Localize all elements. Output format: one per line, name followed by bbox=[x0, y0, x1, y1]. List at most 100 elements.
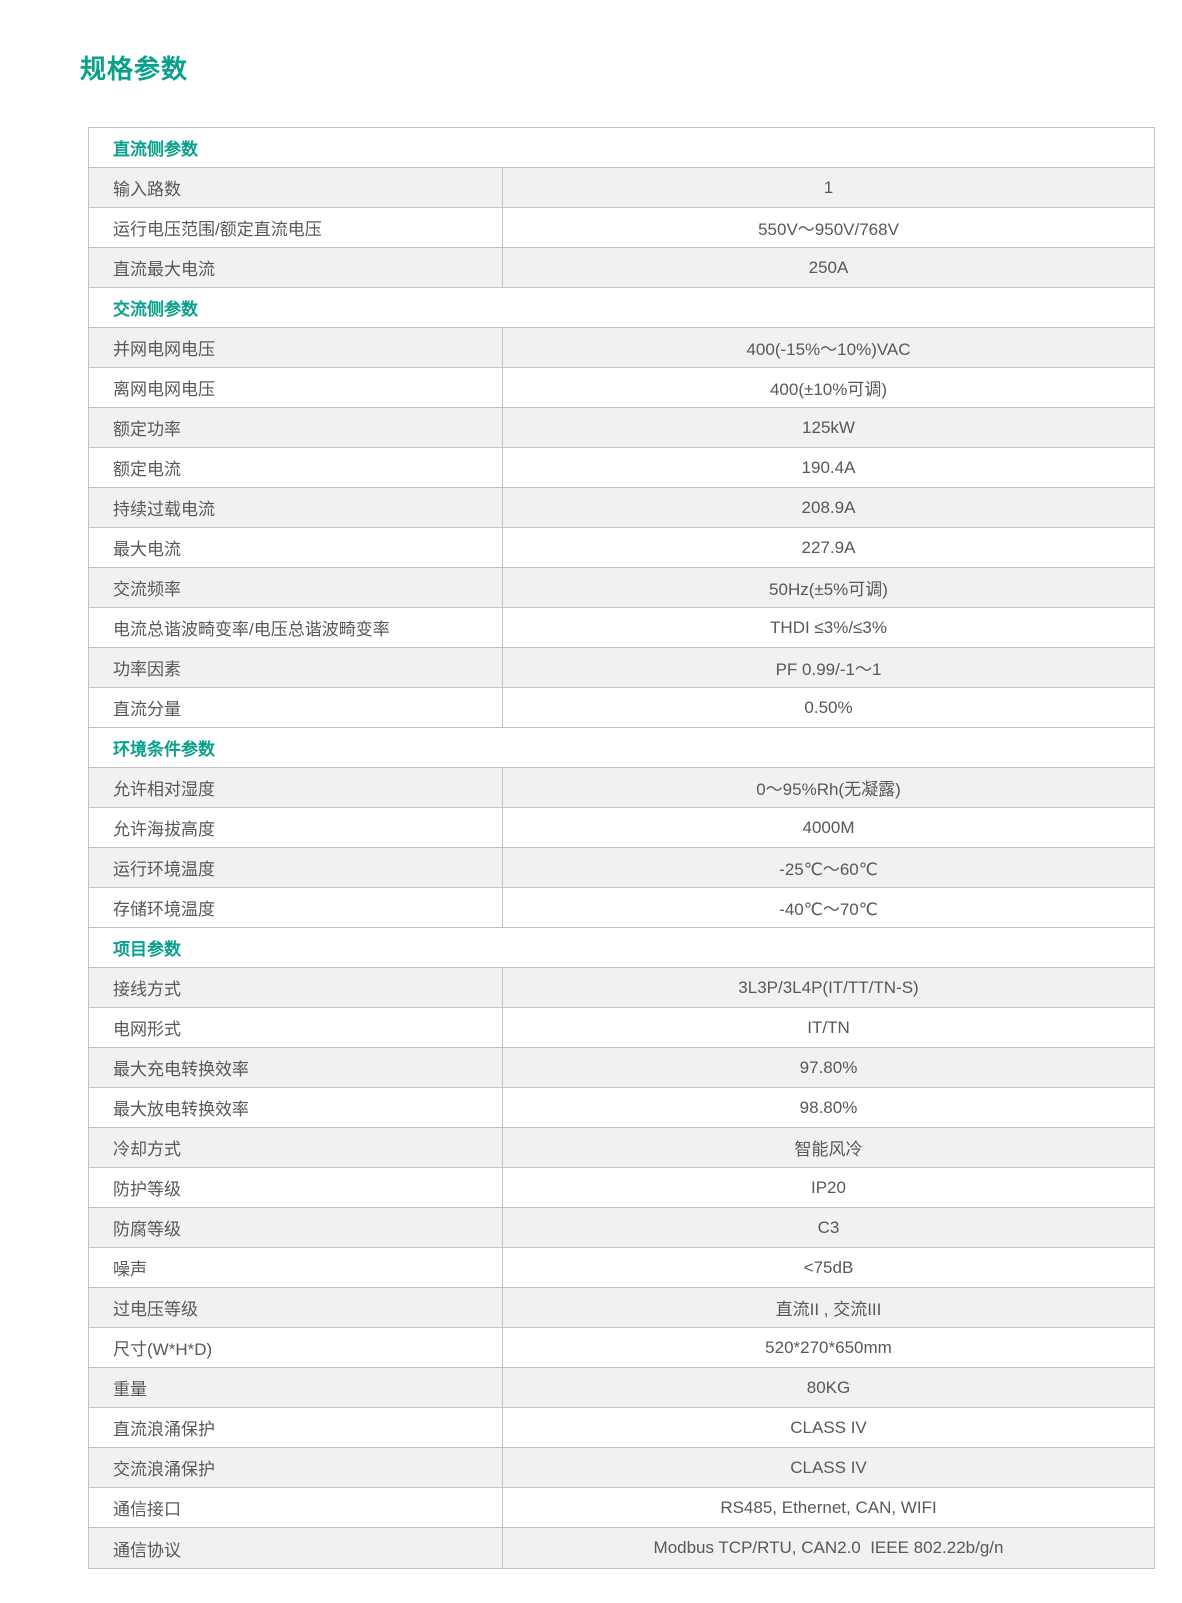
spec-row: 直流分量 0.50% bbox=[89, 688, 1154, 728]
spec-row: 运行电压范围/额定直流电压 550V～950V/768V bbox=[89, 208, 1154, 248]
spec-value: THDI ≤3%/≤3% bbox=[770, 617, 887, 637]
spec-label: 允许相对湿度 bbox=[89, 768, 503, 807]
spec-label: 最大电流 bbox=[89, 528, 503, 567]
spec-value: CLASS IV bbox=[790, 1457, 867, 1477]
spec-value: 227.9A bbox=[801, 537, 856, 557]
spec-row: 噪声 <75dB bbox=[89, 1248, 1154, 1288]
spec-row: 额定功率 125kW bbox=[89, 408, 1154, 448]
spec-label: 持续过载电流 bbox=[89, 488, 503, 527]
spec-value: -25℃～60℃ bbox=[779, 860, 878, 879]
spec-row: 电网形式 IT/TN bbox=[89, 1008, 1154, 1048]
spec-value: <75dB bbox=[803, 1257, 854, 1277]
spec-value: 80KG bbox=[806, 1377, 851, 1397]
spec-label: 直流最大电流 bbox=[89, 248, 503, 287]
spec-value: IT/TN bbox=[807, 1017, 850, 1037]
section-header-row: 直流侧参数 bbox=[89, 128, 1154, 168]
spec-label: 防护等级 bbox=[89, 1168, 503, 1207]
spec-row: 电流总谐波畸变率/电压总谐波畸变率 THDI ≤3%/≤3% bbox=[89, 608, 1154, 648]
spec-label: 允许海拔高度 bbox=[89, 808, 503, 847]
spec-row: 通信接口 RS485, Ethernet, CAN, WIFI bbox=[89, 1488, 1154, 1528]
spec-value: 98.80% bbox=[799, 1097, 858, 1117]
spec-label: 运行电压范围/额定直流电压 bbox=[89, 208, 503, 247]
spec-value: 400(±10%可调) bbox=[769, 380, 888, 399]
spec-value: 250A bbox=[808, 257, 849, 277]
spec-row: 运行环境温度 -25℃～60℃ bbox=[89, 848, 1154, 888]
spec-label: 直流浪涌保护 bbox=[89, 1408, 503, 1447]
section-title: 环境条件参数 bbox=[113, 740, 215, 759]
spec-row: 并网电网电压 400(-15%～10%)VAC bbox=[89, 328, 1154, 368]
spec-value: -40℃～70℃ bbox=[779, 900, 878, 919]
spec-value: IP20 bbox=[811, 1177, 846, 1197]
spec-label: 过电压等级 bbox=[89, 1288, 503, 1327]
spec-label: 额定电流 bbox=[89, 448, 503, 487]
spec-row: 直流浪涌保护 CLASS IV bbox=[89, 1408, 1154, 1448]
section-title: 交流侧参数 bbox=[113, 300, 198, 319]
spec-value: 520*270*650mm bbox=[765, 1337, 892, 1357]
spec-value: 550V～950V/768V bbox=[758, 220, 899, 239]
spec-row: 尺寸(W*H*D) 520*270*650mm bbox=[89, 1328, 1154, 1368]
spec-table: 直流侧参数输入路数 1 运行电压范围/额定直流电压 550V～950V/768V 直流最… bbox=[88, 127, 1155, 1569]
spec-value: 智能风冷 bbox=[794, 1140, 863, 1159]
spec-label: 离网电网电压 bbox=[89, 368, 503, 407]
spec-row: 交流频率 50Hz(±5%可调) bbox=[89, 568, 1154, 608]
spec-value: 400(-15%～10%)VAC bbox=[746, 340, 911, 359]
spec-row: 离网电网电压 400(±10%可调) bbox=[89, 368, 1154, 408]
spec-row: 最大电流 227.9A bbox=[89, 528, 1154, 568]
spec-row: 防护等级 IP20 bbox=[89, 1168, 1154, 1208]
spec-row: 接线方式 3L3P/3L4P(IT/TT/TN-S) bbox=[89, 968, 1154, 1008]
spec-value: 208.9A bbox=[801, 497, 856, 517]
spec-label: 运行环境温度 bbox=[89, 848, 503, 887]
spec-label: 额定功率 bbox=[89, 408, 503, 447]
spec-label: 防腐等级 bbox=[89, 1208, 503, 1247]
section-header-row: 项目参数 bbox=[89, 928, 1154, 968]
spec-label: 功率因素 bbox=[89, 648, 503, 687]
spec-label: 输入路数 bbox=[89, 168, 503, 207]
spec-value: 0～95%Rh(无凝露) bbox=[756, 780, 901, 799]
spec-label: 通信协议 bbox=[89, 1528, 503, 1568]
spec-value: C3 bbox=[817, 1217, 840, 1237]
spec-label: 通信接口 bbox=[89, 1488, 503, 1527]
spec-value: RS485, Ethernet, CAN, WIFI bbox=[720, 1497, 937, 1517]
spec-label: 交流频率 bbox=[89, 568, 503, 607]
section-title: 直流侧参数 bbox=[113, 140, 198, 159]
spec-label: 电网形式 bbox=[89, 1008, 503, 1047]
section-header-row: 环境条件参数 bbox=[89, 728, 1154, 768]
spec-value: 直流II , 交流III bbox=[775, 1300, 882, 1319]
spec-value: 1 bbox=[823, 177, 834, 197]
spec-row: 最大充电转换效率 97.80% bbox=[89, 1048, 1154, 1088]
spec-label: 接线方式 bbox=[89, 968, 503, 1007]
spec-row: 交流浪涌保护 CLASS IV bbox=[89, 1448, 1154, 1488]
spec-label: 交流浪涌保护 bbox=[89, 1448, 503, 1487]
spec-row: 最大放电转换效率 98.80% bbox=[89, 1088, 1154, 1128]
spec-row: 允许相对湿度 0～95%Rh(无凝露) bbox=[89, 768, 1154, 808]
spec-label: 最大放电转换效率 bbox=[89, 1088, 503, 1127]
spec-label: 噪声 bbox=[89, 1248, 503, 1287]
spec-label: 最大充电转换效率 bbox=[89, 1048, 503, 1087]
spec-label: 重量 bbox=[89, 1368, 503, 1407]
spec-value: 190.4A bbox=[801, 457, 856, 477]
spec-label: 尺寸(W*H*D) bbox=[89, 1328, 503, 1367]
section-header-row: 交流侧参数 bbox=[89, 288, 1154, 328]
spec-value: PF 0.99/-1～1 bbox=[775, 660, 882, 679]
spec-value: 4000M bbox=[802, 817, 855, 837]
spec-row: 重量 80KG bbox=[89, 1368, 1154, 1408]
spec-label: 直流分量 bbox=[89, 688, 503, 727]
spec-row: 功率因素 PF 0.99/-1～1 bbox=[89, 648, 1154, 688]
spec-label: 电流总谐波畸变率/电压总谐波畸变率 bbox=[89, 608, 503, 647]
spec-value: 125kW bbox=[802, 417, 855, 437]
spec-row: 防腐等级 C3 bbox=[89, 1208, 1154, 1248]
spec-value: 97.80% bbox=[799, 1057, 858, 1077]
spec-row: 通信协议 Modbus TCP/RTU, CAN2.0 IEEE 802.22b/… bbox=[89, 1528, 1154, 1568]
spec-row: 存储环境温度 -40℃～70℃ bbox=[89, 888, 1154, 928]
spec-value: 3L3P/3L4P(IT/TT/TN-S) bbox=[738, 977, 919, 997]
spec-row: 允许海拔高度 4000M bbox=[89, 808, 1154, 848]
spec-row: 直流最大电流 250A bbox=[89, 248, 1154, 288]
spec-row: 过电压等级 直流II , 交流III bbox=[89, 1288, 1154, 1328]
spec-label: 存储环境温度 bbox=[89, 888, 503, 927]
spec-row: 额定电流 190.4A bbox=[89, 448, 1154, 488]
spec-label: 并网电网电压 bbox=[89, 328, 503, 367]
spec-value: 50Hz(±5%可调) bbox=[769, 580, 888, 599]
page-title: 规格参数 bbox=[80, 54, 189, 84]
section-title: 项目参数 bbox=[113, 940, 181, 959]
